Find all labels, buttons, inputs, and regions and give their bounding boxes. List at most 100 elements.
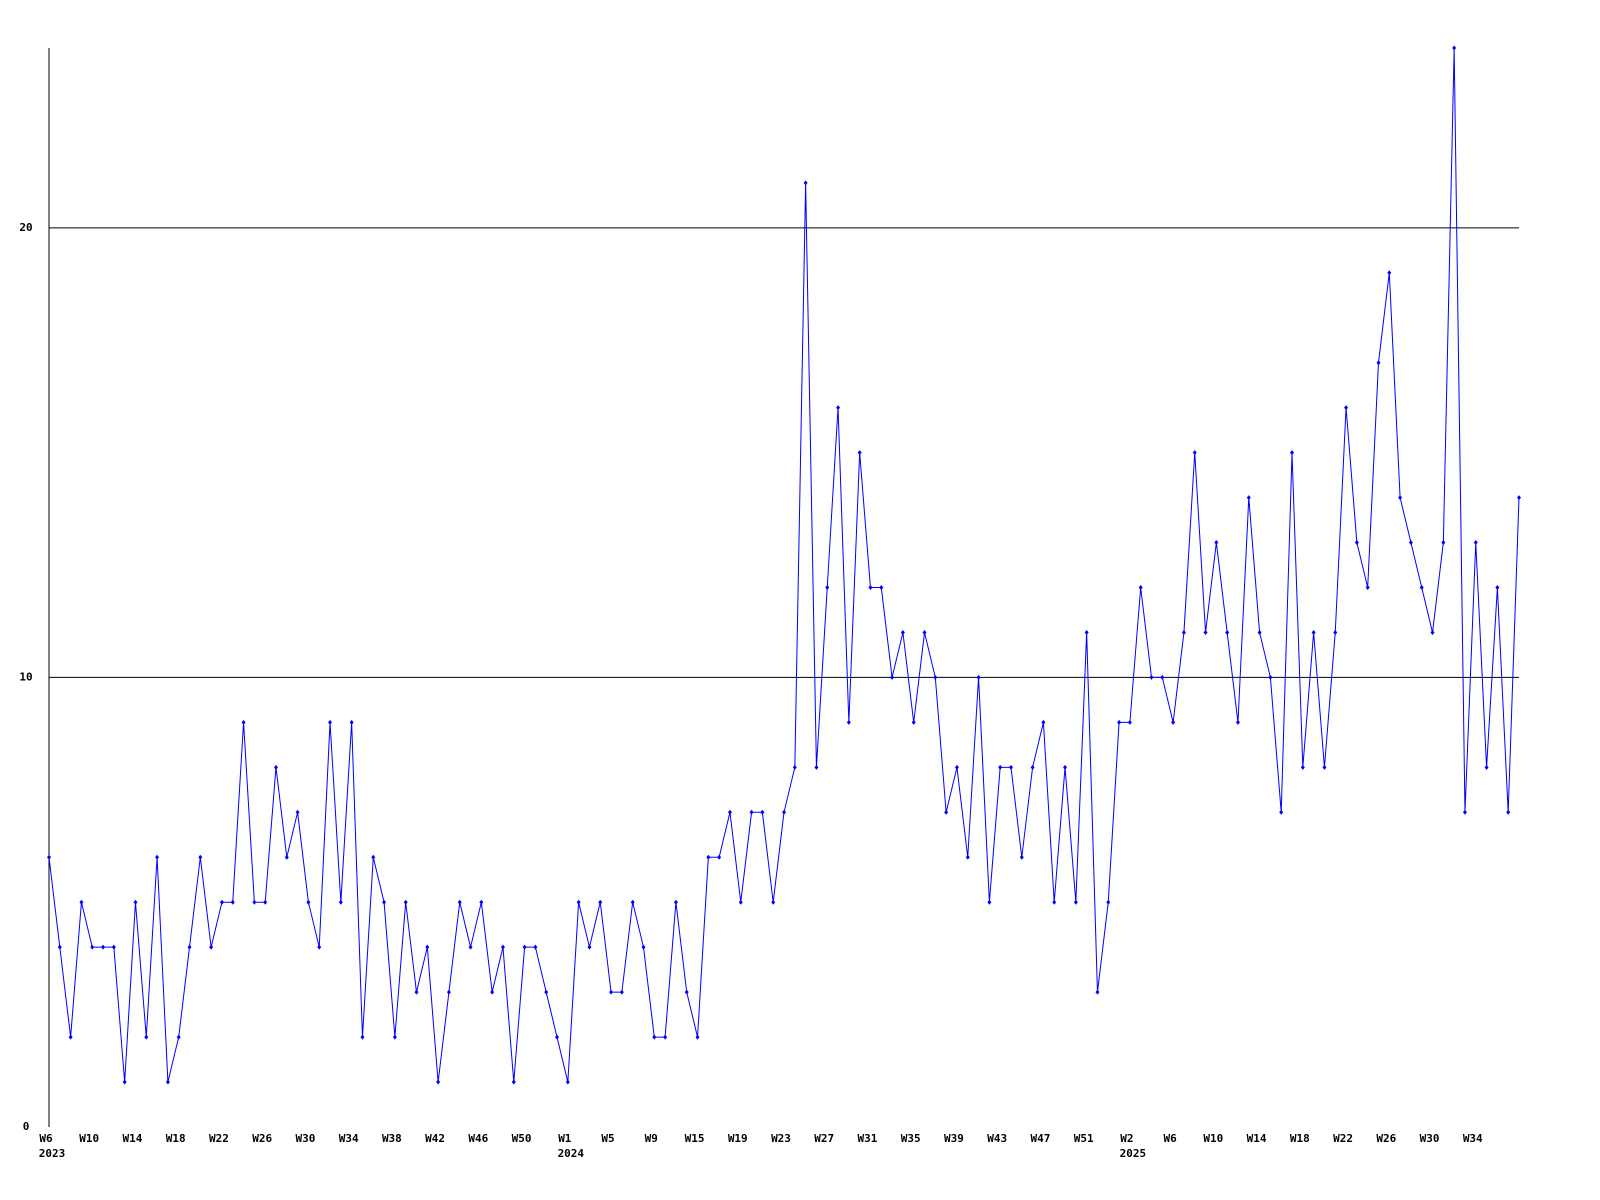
data-point (122, 1079, 127, 1085)
x-tick-label: W6 (1163, 1132, 1177, 1145)
data-point (241, 719, 246, 725)
data-point (1506, 809, 1511, 815)
data-point (284, 854, 289, 860)
data-point (922, 629, 927, 635)
data-point (1181, 629, 1186, 635)
year-label: 2025 (1120, 1147, 1147, 1160)
data-point (230, 899, 235, 905)
data-point (987, 899, 992, 905)
data-point (47, 854, 51, 860)
data-point (1462, 809, 1467, 815)
x-tick-label: W1 (558, 1132, 572, 1145)
data-point (792, 764, 797, 770)
data-point (782, 809, 786, 815)
data-point (1408, 540, 1413, 546)
data-point (879, 585, 884, 590)
x-tick-label: W5 (601, 1132, 614, 1145)
data-point (1235, 719, 1240, 725)
data-point (1311, 629, 1316, 635)
data-point (219, 899, 224, 905)
x-tick-label: W22 (1333, 1132, 1353, 1145)
data-point (1300, 764, 1305, 770)
data-point (392, 1034, 397, 1040)
data-point (1203, 629, 1208, 635)
data-point (1246, 495, 1251, 501)
x-tick-label: W10 (79, 1132, 99, 1145)
data-point (1290, 450, 1295, 456)
data-point (1452, 45, 1457, 51)
data-point (209, 944, 214, 950)
data-point (771, 899, 776, 905)
data-point (652, 1034, 657, 1040)
data-point (198, 854, 203, 860)
data-point (1041, 719, 1046, 725)
data-point (349, 719, 354, 725)
x-tick-label: W14 (1247, 1132, 1267, 1145)
x-tick-label: W19 (728, 1132, 748, 1145)
data-point (468, 944, 473, 950)
data-point (479, 899, 484, 905)
data-point (576, 899, 581, 905)
data-point (1419, 585, 1424, 590)
x-tick-label: W30 (295, 1132, 315, 1145)
data-point (555, 1034, 560, 1040)
data-point (446, 989, 451, 995)
data-point (1473, 540, 1478, 546)
y-tick-label: 20 (19, 221, 32, 234)
data-point (965, 854, 970, 860)
data-point (111, 944, 116, 950)
data-point (695, 1034, 700, 1040)
data-point (846, 719, 851, 725)
data-point (1095, 989, 1100, 995)
data-point (1495, 585, 1500, 590)
data-point (1376, 360, 1381, 366)
x-tick-label: W2 (1120, 1132, 1133, 1145)
data-point (533, 944, 538, 950)
data-point (425, 944, 430, 950)
data-point (1365, 585, 1370, 590)
data-point (825, 585, 830, 590)
data-point (1225, 629, 1230, 635)
data-point (500, 944, 505, 950)
data-point (1073, 899, 1078, 905)
data-point (619, 989, 624, 995)
data-point (1084, 629, 1089, 635)
data-point (911, 719, 916, 725)
data-point (641, 944, 646, 950)
data-point (382, 899, 387, 905)
data-point (1517, 495, 1521, 501)
data-point (1257, 629, 1262, 635)
x-tick-label: W46 (468, 1132, 488, 1145)
data-point (57, 944, 62, 950)
data-point (727, 809, 732, 815)
data-point (1322, 764, 1327, 770)
year-label: 2023 (39, 1147, 66, 1160)
data-point (684, 989, 689, 995)
x-tick-label: W18 (1290, 1132, 1310, 1145)
data-point (1354, 540, 1359, 546)
data-point (814, 764, 819, 770)
data-point (1484, 764, 1489, 770)
data-point (1149, 674, 1154, 680)
x-tick-label: W9 (645, 1132, 658, 1145)
data-line (48, 47, 1520, 1083)
x-tick-label: W35 (901, 1132, 921, 1145)
data-point (1008, 764, 1013, 770)
data-point (1398, 495, 1403, 501)
data-point (252, 899, 257, 905)
data-point (749, 809, 754, 815)
data-point (1333, 629, 1338, 635)
data-point (565, 1079, 570, 1085)
data-point (101, 944, 106, 950)
x-tick-label: W15 (685, 1132, 705, 1145)
data-point (187, 944, 192, 950)
data-point (273, 764, 278, 770)
x-tick-label: W6 (39, 1132, 53, 1145)
data-point (1117, 719, 1122, 725)
data-point (68, 1034, 73, 1040)
data-point (868, 585, 873, 590)
data-point (1063, 764, 1068, 770)
data-point (306, 899, 311, 905)
x-tick-label: W22 (209, 1132, 229, 1145)
data-point (295, 809, 300, 815)
